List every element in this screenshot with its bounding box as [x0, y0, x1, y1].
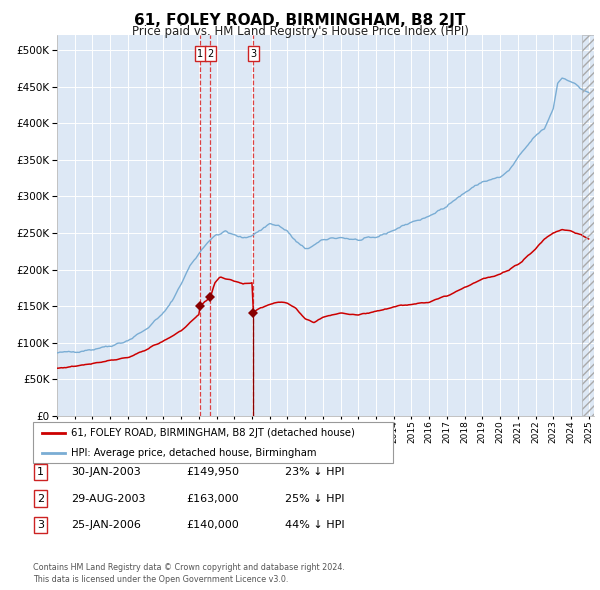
Bar — [583, 35, 594, 416]
Text: Contains HM Land Registry data © Crown copyright and database right 2024.
This d: Contains HM Land Registry data © Crown c… — [33, 563, 345, 584]
Text: 2: 2 — [208, 49, 214, 58]
Text: Price paid vs. HM Land Registry's House Price Index (HPI): Price paid vs. HM Land Registry's House … — [131, 25, 469, 38]
Text: 25% ↓ HPI: 25% ↓ HPI — [285, 494, 344, 503]
Text: 3: 3 — [37, 520, 44, 530]
Text: 44% ↓ HPI: 44% ↓ HPI — [285, 520, 344, 530]
FancyBboxPatch shape — [33, 422, 393, 463]
Text: 1: 1 — [197, 49, 203, 58]
Text: 61, FOLEY ROAD, BIRMINGHAM, B8 2JT: 61, FOLEY ROAD, BIRMINGHAM, B8 2JT — [134, 13, 466, 28]
Text: 3: 3 — [250, 49, 256, 58]
Text: 29-AUG-2003: 29-AUG-2003 — [71, 494, 145, 503]
Text: 1: 1 — [37, 467, 44, 477]
Text: HPI: Average price, detached house, Birmingham: HPI: Average price, detached house, Birm… — [71, 448, 316, 458]
Text: 2: 2 — [37, 494, 44, 503]
Text: 25-JAN-2006: 25-JAN-2006 — [71, 520, 140, 530]
Text: 30-JAN-2003: 30-JAN-2003 — [71, 467, 140, 477]
Text: 23% ↓ HPI: 23% ↓ HPI — [285, 467, 344, 477]
Text: 61, FOLEY ROAD, BIRMINGHAM, B8 2JT (detached house): 61, FOLEY ROAD, BIRMINGHAM, B8 2JT (deta… — [71, 428, 355, 438]
Text: £163,000: £163,000 — [186, 494, 239, 503]
Text: £140,000: £140,000 — [186, 520, 239, 530]
Text: £149,950: £149,950 — [186, 467, 239, 477]
